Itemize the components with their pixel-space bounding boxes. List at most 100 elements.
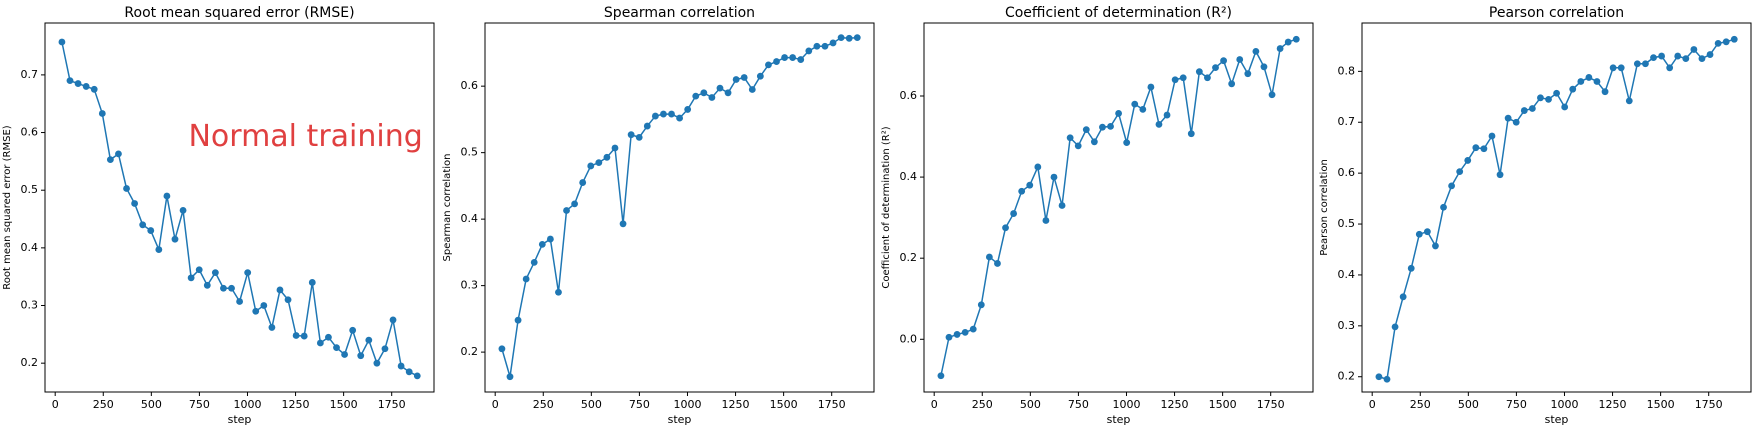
data-point (1195, 68, 1203, 76)
data-point (1212, 64, 1219, 72)
data-point (1488, 132, 1496, 140)
data-point (308, 279, 316, 286)
data-point (1553, 89, 1560, 97)
data-point (276, 286, 284, 294)
data-point (1284, 38, 1292, 46)
data-point (1423, 228, 1431, 236)
x-tick-label: 0 (931, 398, 938, 411)
data-point (506, 373, 514, 381)
x-tick-label: 0 (492, 398, 499, 411)
data-point (829, 39, 837, 47)
data-point (106, 156, 114, 164)
y-tick-label: 0.4 (900, 170, 918, 183)
data-point (789, 54, 797, 61)
data-point (498, 345, 506, 353)
y-tick-label: 0.8 (1338, 64, 1356, 77)
data-point (1593, 78, 1601, 85)
data-point (1690, 46, 1698, 53)
x-tick-label: 750 (1506, 398, 1527, 411)
data-point (1650, 54, 1657, 62)
x-tick-label: 1500 (330, 398, 358, 411)
data-point (131, 200, 139, 207)
y-tick-label: 0.6 (900, 89, 918, 102)
data-point (1617, 64, 1625, 72)
plot-frame (484, 22, 875, 393)
data-point (1730, 35, 1738, 43)
data-point (1066, 134, 1074, 142)
x-tick-label: 1250 (1161, 398, 1189, 411)
data-point (961, 328, 969, 336)
data-point (1456, 168, 1464, 176)
data-point (813, 42, 821, 50)
data-point (740, 74, 748, 81)
data-point (1220, 57, 1227, 65)
data-point (781, 54, 788, 61)
data-point (98, 110, 106, 117)
data-point (1714, 39, 1722, 47)
data-point (1642, 60, 1649, 68)
data-point (1268, 91, 1276, 99)
data-point (1545, 95, 1552, 103)
data-point (236, 298, 243, 305)
data-point (611, 144, 619, 152)
data-point (587, 162, 595, 170)
x-tick-label: 0 (1369, 398, 1376, 411)
data-point (716, 84, 724, 92)
data-point (977, 301, 985, 309)
data-point (381, 345, 389, 353)
data-point (1585, 74, 1593, 81)
y-tick-label: 0.4 (21, 241, 39, 254)
data-point (1276, 45, 1284, 52)
data-point (1026, 181, 1034, 189)
data-point (1464, 157, 1472, 164)
y-tick-label: 0.5 (21, 183, 39, 196)
data-point (1698, 55, 1706, 63)
data-point (115, 150, 122, 158)
x-tick-label: 750 (1068, 398, 1089, 411)
data-point (341, 351, 348, 358)
data-point (1658, 52, 1665, 60)
data-point (1002, 224, 1009, 232)
y-tick-label: 0.6 (21, 126, 39, 139)
data-point (1528, 105, 1536, 112)
data-point (994, 260, 1001, 267)
data-point (1236, 56, 1244, 63)
y-tick-label: 0.4 (461, 212, 479, 225)
data-point (660, 110, 667, 118)
data-point (1504, 114, 1512, 122)
data-point (1415, 230, 1423, 238)
data-point (676, 114, 683, 122)
annotation: Normal training (188, 119, 422, 154)
data-point (1074, 142, 1082, 150)
y-tick-label: 0.2 (900, 251, 918, 264)
data-point (603, 153, 611, 161)
y-tick-label: 0.2 (21, 356, 39, 369)
x-tick-label: 1750 (378, 398, 406, 411)
chart-title: Spearman correlation (604, 5, 755, 21)
chart-title: Pearson correlation (1489, 5, 1624, 21)
data-point (651, 112, 659, 120)
x-tick-label: 250 (533, 398, 554, 411)
data-point (1383, 375, 1391, 383)
data-point (365, 336, 373, 344)
x-tick-label: 250 (1410, 398, 1431, 411)
x-axis-label: step (668, 413, 692, 426)
data-line (61, 41, 418, 377)
y-tick-label: 0.0 (900, 332, 918, 345)
x-tick-label: 1750 (818, 398, 846, 411)
data-point (389, 316, 397, 324)
data-point (1155, 120, 1163, 128)
data-point (1090, 138, 1098, 146)
data-point (1496, 171, 1504, 179)
data-point (1577, 78, 1585, 85)
data-point (684, 106, 692, 113)
plot-frame (44, 22, 435, 393)
data-point (1561, 103, 1569, 111)
data-point (397, 362, 405, 370)
data-point (228, 284, 235, 292)
y-tick-label: 0.5 (1338, 217, 1356, 230)
data-point (300, 332, 308, 340)
y-tick-label: 0.7 (21, 68, 39, 81)
data-point (579, 179, 587, 186)
x-tick-label: 500 (141, 398, 162, 411)
